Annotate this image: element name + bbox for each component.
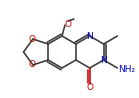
Text: O: O bbox=[28, 60, 35, 69]
Text: O: O bbox=[86, 83, 93, 93]
Text: O: O bbox=[64, 20, 71, 29]
Text: NH₂: NH₂ bbox=[118, 64, 135, 74]
Text: N: N bbox=[100, 55, 107, 64]
Text: O: O bbox=[28, 35, 35, 44]
Text: N: N bbox=[86, 31, 93, 40]
